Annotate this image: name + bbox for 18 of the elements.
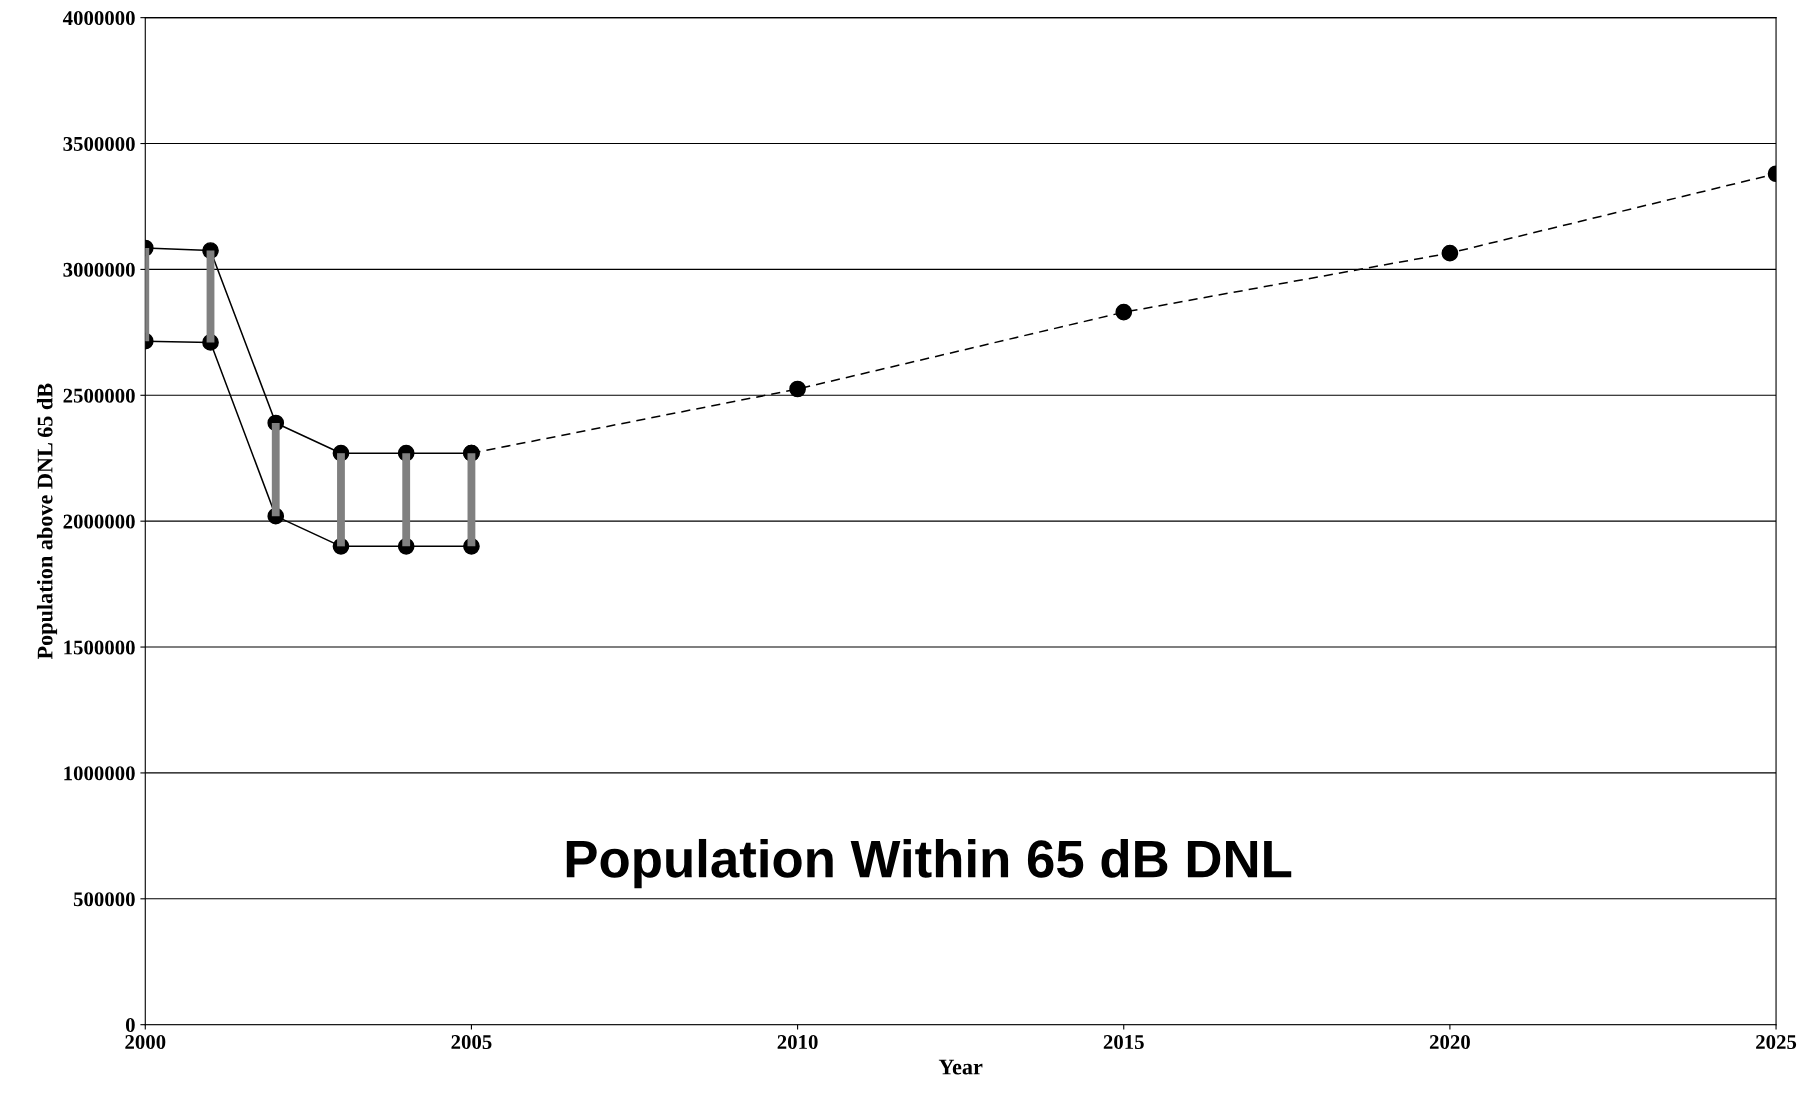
x-tick-label: 2015 [1103,1035,1144,1050]
y-tick-label: 2000000 [63,514,135,529]
text: Population Within 65 dB DNL [566,838,1292,889]
x-tick-label: 2000 [125,1035,166,1050]
y-axis-title: Population above DNL 65 dB [36,383,58,660]
y-tick-label: 0 [125,1018,135,1033]
y-tick-label: 3500000 [63,136,135,151]
y-tick-label: 1500000 [64,640,135,655]
y-tick-label: 4000000 [62,11,135,26]
x-tick-label: 2025 [1756,1035,1797,1050]
y-tick-label: 2500000 [63,388,135,403]
x-tick-label: 2010 [777,1035,818,1050]
y-tick-label: 1000000 [64,766,135,781]
y-tick-label: 500000 [73,892,135,907]
y-tick-label: 3000000 [63,262,135,277]
x-axis-title: Year [938,1059,983,1075]
x-tick-label: 2005 [451,1035,492,1050]
x-tick-label: 2020 [1429,1035,1470,1050]
